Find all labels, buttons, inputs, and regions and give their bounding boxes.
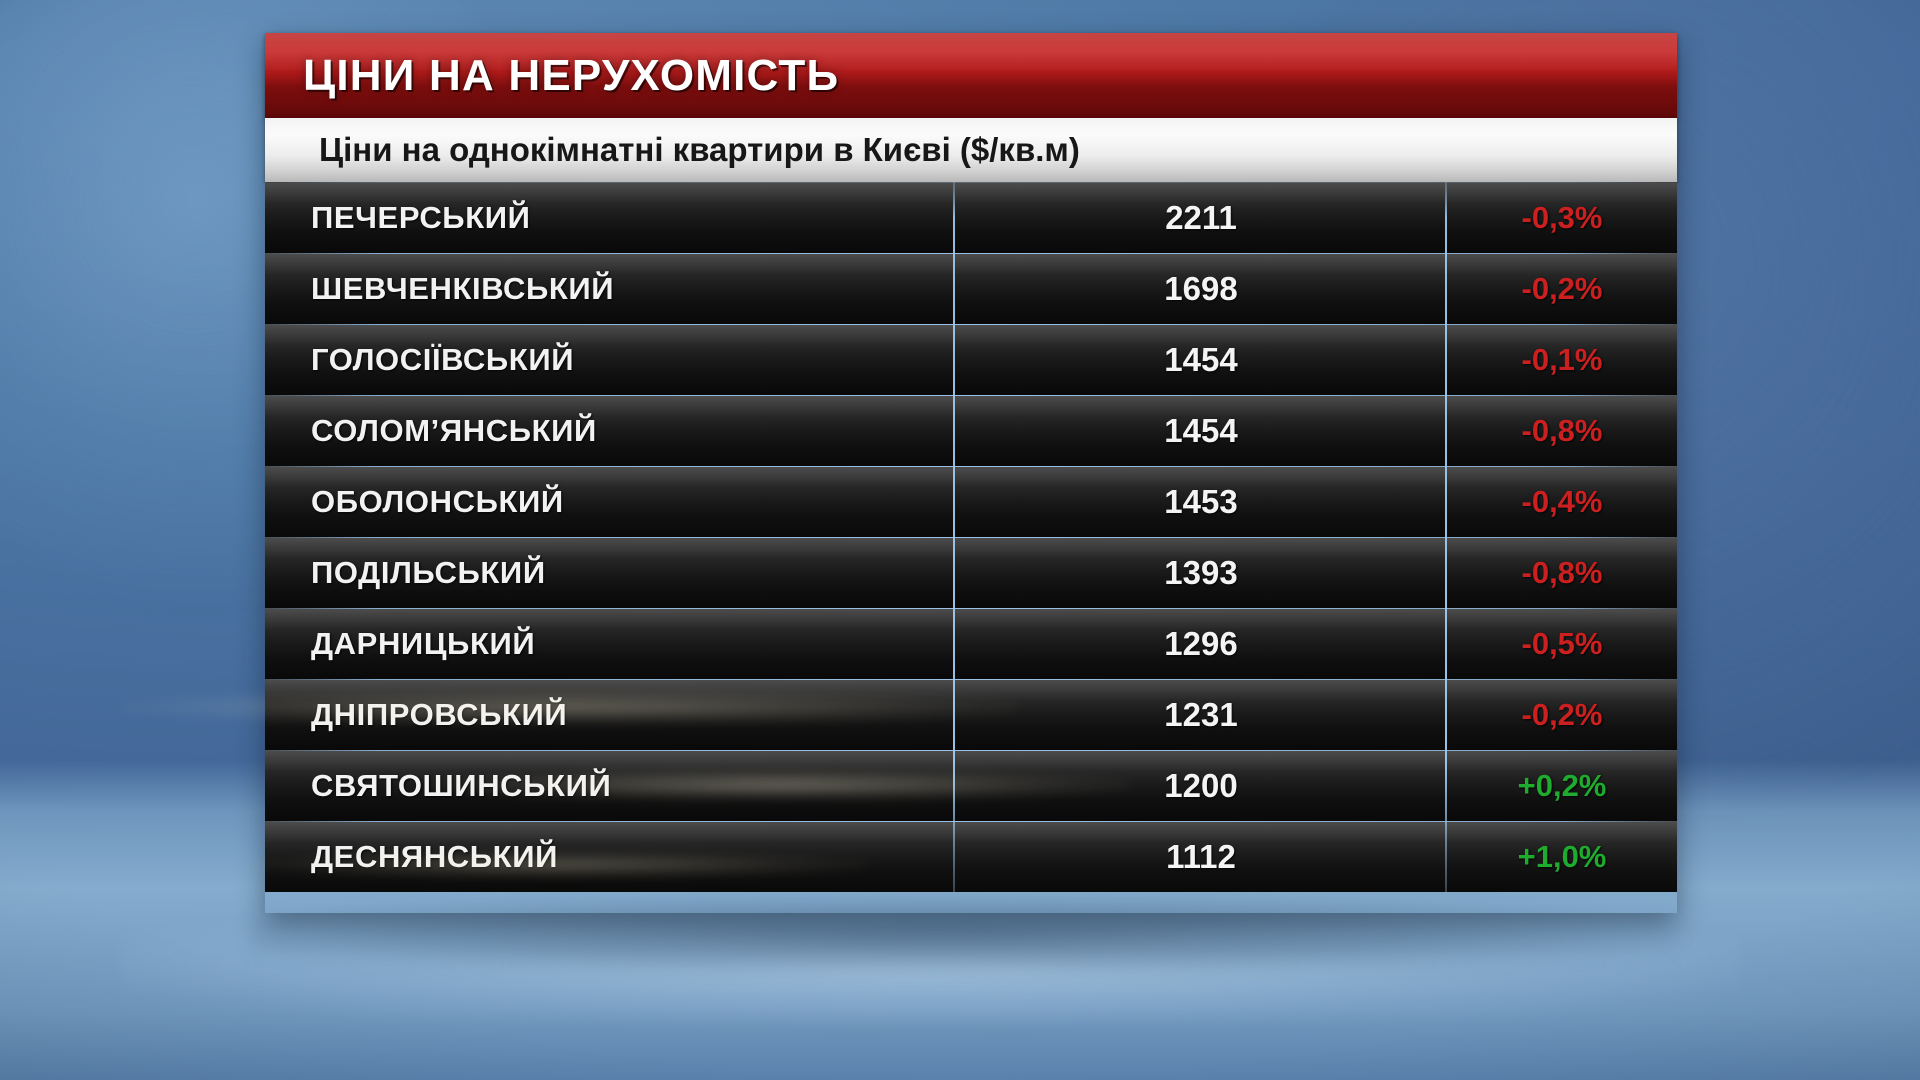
district-price: 1393 [1164, 553, 1238, 591]
district-name: ДЕСНЯНСЬКИЙ [311, 838, 558, 874]
district-price: 1453 [1164, 482, 1238, 520]
panel-subtitle: Ціни на однокімнатні квартири в Києві ($… [319, 131, 1080, 168]
district-price: 1454 [1164, 411, 1238, 449]
district-price: 1231 [1164, 695, 1238, 733]
table-row: ПЕЧЕРСЬКИЙ 2211 -0,3% [265, 182, 1677, 253]
price-table: ПЕЧЕРСЬКИЙ 2211 -0,3% ШЕВЧЕНКІВСЬКИЙ 169… [265, 182, 1677, 892]
district-price: 1200 [1164, 766, 1238, 804]
panel-title-bar: ЦІНИ НА НЕРУХОМІСТЬ [265, 33, 1677, 118]
table-row: СОЛОМ’ЯНСЬКИЙ 1454 -0,8% [265, 395, 1677, 466]
district-change: -0,1% [1521, 341, 1603, 377]
table-row: ОБОЛОНСЬКИЙ 1453 -0,4% [265, 466, 1677, 537]
page-title: ЦІНИ НА НЕРУХОМІСТЬ [303, 50, 840, 100]
district-change: -0,3% [1521, 199, 1603, 235]
table-row: ДАРНИЦЬКИЙ 1296 -0,5% [265, 608, 1677, 679]
district-name: ОБОЛОНСЬКИЙ [311, 483, 564, 519]
table-row: СВЯТОШИНСЬКИЙ 1200 +0,2% [265, 750, 1677, 821]
district-name: ДАРНИЦЬКИЙ [311, 625, 536, 661]
district-price: 2211 [1165, 198, 1237, 236]
district-name: ПОДІЛЬСЬКИЙ [311, 554, 546, 590]
district-name: ДНІПРОВСЬКИЙ [311, 696, 568, 732]
district-change: -0,2% [1521, 270, 1603, 306]
district-name: СОЛОМ’ЯНСЬКИЙ [311, 412, 597, 448]
district-change: +1,0% [1517, 838, 1607, 874]
real-estate-prices-panel: ЦІНИ НА НЕРУХОМІСТЬ Ціни на однокімнатні… [265, 33, 1677, 913]
table-row: ДНІПРОВСЬКИЙ 1231 -0,2% [265, 679, 1677, 750]
district-price: 1296 [1164, 624, 1238, 662]
district-name: ГОЛОСІЇВСЬКИЙ [311, 341, 575, 377]
district-change: -0,5% [1521, 625, 1603, 661]
district-name: СВЯТОШИНСЬКИЙ [311, 767, 612, 803]
panel-drop-shadow [250, 900, 1680, 972]
table-row: ШЕВЧЕНКІВСЬКИЙ 1698 -0,2% [265, 253, 1677, 324]
district-change: +0,2% [1517, 767, 1607, 803]
district-price: 1454 [1164, 340, 1238, 378]
district-price: 1698 [1164, 269, 1238, 307]
table-row: ДЕСНЯНСЬКИЙ 1112 +1,0% [265, 821, 1677, 892]
table-row: ГОЛОСІЇВСЬКИЙ 1454 -0,1% [265, 324, 1677, 395]
district-change: -0,4% [1521, 483, 1603, 519]
district-price: 1112 [1166, 837, 1236, 875]
district-name: ШЕВЧЕНКІВСЬКИЙ [311, 270, 615, 306]
district-change: -0,2% [1521, 696, 1603, 732]
district-change: -0,8% [1521, 554, 1603, 590]
table-row: ПОДІЛЬСЬКИЙ 1393 -0,8% [265, 537, 1677, 608]
district-change: -0,8% [1521, 412, 1603, 448]
district-name: ПЕЧЕРСЬКИЙ [311, 199, 531, 235]
panel-subtitle-bar: Ціни на однокімнатні квартири в Києві ($… [265, 118, 1677, 182]
